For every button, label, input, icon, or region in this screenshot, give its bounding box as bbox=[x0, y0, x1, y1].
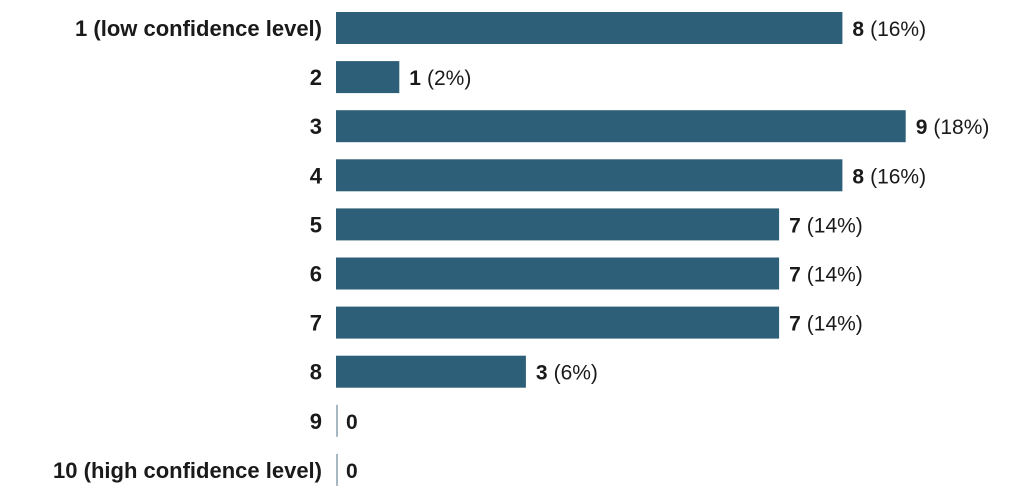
category-label: 3 bbox=[310, 114, 322, 139]
category-label: 8 bbox=[310, 360, 322, 385]
value-percent: (16%) bbox=[870, 18, 926, 41]
value-label: 0 bbox=[346, 411, 358, 434]
bar bbox=[336, 12, 843, 44]
value-label: 3 (6%) bbox=[536, 362, 598, 385]
value-count: 0 bbox=[346, 460, 358, 483]
value-count: 3 bbox=[536, 362, 548, 385]
bar bbox=[336, 306, 780, 339]
value-count: 7 bbox=[789, 313, 801, 336]
value-label: 0 bbox=[346, 460, 358, 483]
category-label: 2 bbox=[310, 65, 322, 90]
bar bbox=[336, 110, 906, 143]
category-label: 1 (low confidence level) bbox=[75, 16, 322, 41]
value-percent: (14%) bbox=[807, 264, 863, 287]
category-label: 4 bbox=[310, 163, 323, 188]
value-percent: (14%) bbox=[807, 214, 863, 237]
bars-layer bbox=[336, 12, 906, 388]
category-label: 9 bbox=[310, 409, 322, 434]
value-count: 0 bbox=[346, 411, 358, 434]
category-label: 5 bbox=[310, 212, 322, 237]
value-count: 7 bbox=[789, 264, 801, 287]
value-label: 8 (16%) bbox=[852, 165, 926, 188]
value-percent: (2%) bbox=[427, 67, 471, 90]
value-count: 1 bbox=[409, 67, 421, 90]
category-label: 10 (high confidence level) bbox=[53, 458, 322, 483]
value-label: 7 (14%) bbox=[789, 214, 863, 237]
value-label: 1 (2%) bbox=[409, 67, 471, 90]
value-count: 7 bbox=[789, 214, 801, 237]
category-labels: 1 (low confidence level) 2 3 4 5 6 7 8 9 10 (high… bbox=[53, 16, 323, 483]
value-count: 8 bbox=[852, 18, 864, 41]
value-label: 7 (14%) bbox=[789, 313, 863, 336]
bar bbox=[336, 159, 843, 192]
value-count: 8 bbox=[852, 165, 864, 188]
value-percent: (14%) bbox=[807, 313, 863, 336]
category-label: 6 bbox=[310, 262, 322, 287]
bar bbox=[336, 208, 780, 241]
value-labels: 8 (16%) 1 (2%) 9 (18%) 8 (16%) 7 (14%) 7 (14%) 7 (14%… bbox=[346, 18, 989, 483]
value-label: 9 (18%) bbox=[916, 116, 990, 139]
value-label: 8 (16%) bbox=[852, 18, 926, 41]
value-label: 7 (14%) bbox=[789, 264, 863, 287]
bar bbox=[336, 355, 526, 388]
value-percent: (16%) bbox=[870, 165, 926, 188]
bar bbox=[336, 257, 780, 290]
value-percent: (18%) bbox=[933, 116, 989, 139]
category-label: 7 bbox=[310, 311, 322, 336]
value-count: 9 bbox=[916, 116, 928, 139]
value-percent: (6%) bbox=[554, 362, 598, 385]
bar bbox=[336, 61, 400, 94]
